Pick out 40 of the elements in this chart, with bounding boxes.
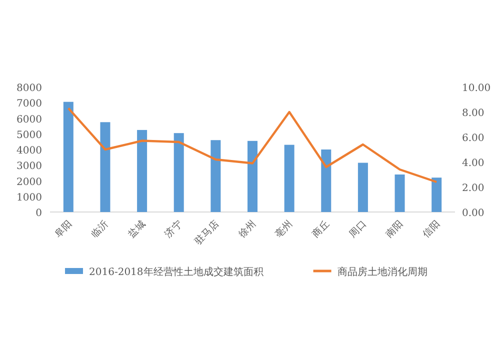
y-tick-label: 4000: [16, 146, 42, 156]
y-tick-label: 8000: [16, 83, 42, 94]
y-tick-label: 6000: [16, 114, 42, 126]
x-tick-label: 阜阳: [52, 218, 75, 240]
x-tick-label: 驻马店: [192, 218, 222, 248]
x-tick-label: 济宁: [162, 218, 185, 240]
x-tick-label: 亳州: [272, 218, 296, 240]
bar: [100, 122, 110, 212]
bar: [248, 140, 258, 212]
y-tick-label: 7000: [16, 98, 42, 110]
bar: [358, 162, 368, 212]
x-tick-label: 周口: [347, 218, 370, 240]
y-tick-label: 0: [36, 208, 42, 219]
bar: [394, 174, 405, 212]
y2-tick-label: 6.00: [462, 133, 484, 144]
y2-tick-label: 10.00: [462, 83, 491, 94]
line-series: [67, 107, 438, 184]
x-tick-label: 南阳: [383, 218, 406, 240]
y-tick-label: 5000: [16, 130, 42, 141]
x-tick-label: 盐城: [126, 218, 148, 240]
bar: [63, 102, 74, 212]
bar: [137, 130, 148, 212]
x-tick-label: 临沂: [88, 218, 112, 240]
y2-tick-label: 4.00: [462, 158, 484, 169]
y-tick-label: 3000: [16, 161, 42, 172]
bar: [174, 133, 184, 212]
legend-label: 商品房土地消化周期: [337, 266, 428, 278]
y2-tick-label: 8.00: [462, 108, 484, 119]
y-tick-label: 1000: [16, 192, 42, 204]
y2-tick-label: 0.00: [462, 208, 484, 219]
bar: [321, 150, 332, 212]
bar: [432, 178, 442, 212]
x-tick-label: 商丘: [310, 218, 332, 240]
bar: [210, 140, 221, 212]
y2-tick-label: 2.00: [462, 183, 484, 194]
bar: [284, 144, 294, 212]
legend-label: 2016-2018年经营性土地成交建筑面积: [89, 266, 264, 278]
y-tick-label: 2000: [16, 176, 42, 188]
x-tick-label: 信阳: [420, 218, 443, 240]
x-tick-label: 徐州: [236, 218, 259, 240]
